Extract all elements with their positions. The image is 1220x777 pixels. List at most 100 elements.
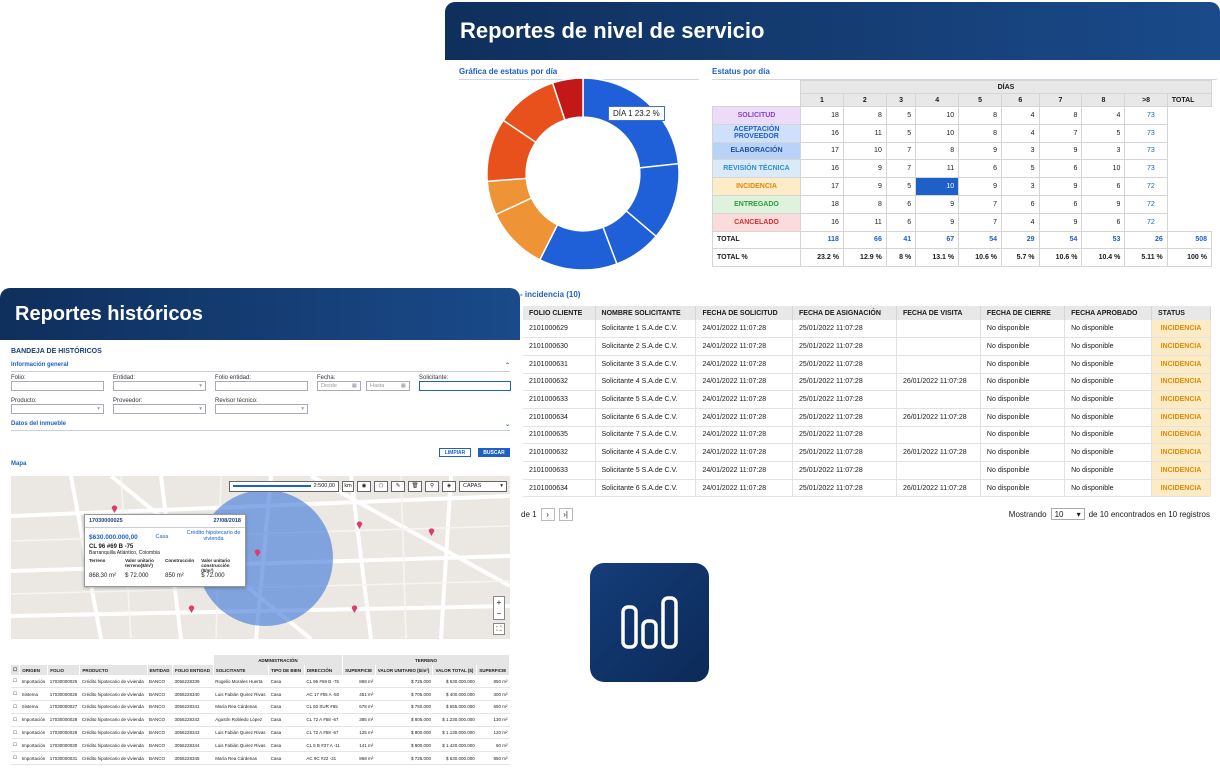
zoom-in-icon[interactable]: + [496, 598, 502, 607]
status-cell[interactable]: 3 [1001, 141, 1040, 161]
status-cell[interactable]: 6 [1081, 177, 1126, 196]
map-view[interactable]: 2:500,00 km ◉ ⬠ ✎ 🗑 ⚲ ◈ CAPAS ▾ 170300000… [11, 476, 510, 639]
row-checkbox[interactable]: ☐ [11, 738, 20, 753]
incidencia-row[interactable]: 2101000632 Solicitante 4 S.A.de C.V. 24/01… [523, 443, 1211, 462]
donut-slice-9[interactable] [551, 77, 584, 122]
hist-row[interactable]: ☐ Importación 17030000025 Crédito hipotecar… [11, 675, 510, 689]
status-cell[interactable]: 10 [915, 123, 960, 143]
pencil-icon[interactable]: ✎ [391, 480, 405, 492]
status-cell[interactable]: 73 [1124, 141, 1168, 161]
status-cell[interactable]: 6 [1038, 159, 1083, 179]
incidencia-row[interactable]: 2101000631 Solicitante 3 S.A.de C.V. 24/01… [523, 355, 1211, 374]
status-cell[interactable]: 6 [885, 212, 917, 232]
page-size-select[interactable]: 10 ▾ [1050, 508, 1085, 520]
row-checkbox[interactable]: ☐ [11, 713, 20, 727]
row-checkbox[interactable]: ☐ [11, 675, 20, 689]
status-cell[interactable]: 4 [1001, 212, 1040, 232]
locate-icon[interactable]: ◈ [442, 480, 456, 492]
status-cell[interactable]: 11 [842, 123, 887, 143]
status-cell[interactable]: 4 [1081, 106, 1126, 125]
map-pin-icon[interactable] [351, 604, 358, 613]
status-cell[interactable]: 8 [1038, 106, 1083, 125]
incidencia-row[interactable]: 2101000635 Solicitante 7 S.A.de C.V. 24/01… [523, 426, 1211, 445]
incidencia-row[interactable]: 2101000633 Solicitante 5 S.A.de C.V. 24/01… [523, 461, 1211, 480]
status-cell[interactable]: 9 [1038, 212, 1083, 232]
status-cell[interactable]: 9 [1038, 177, 1083, 196]
last-page-button[interactable]: ›| [558, 508, 573, 521]
status-cell[interactable]: 72 [1124, 212, 1168, 232]
status-cell[interactable]: 9 [915, 212, 960, 232]
next-page-button[interactable]: › [540, 508, 555, 521]
status-cell[interactable]: 8 [958, 106, 1003, 125]
status-cell[interactable]: 11 [915, 159, 960, 179]
status-cell[interactable]: 8 [842, 106, 887, 125]
map-pin-icon[interactable] [428, 527, 435, 536]
proveedor-select[interactable]: ▾ [113, 404, 206, 414]
status-cell[interactable]: 9 [1038, 141, 1083, 161]
status-cell[interactable]: 18 [800, 194, 844, 214]
revisor-select[interactable]: ▾ [215, 404, 308, 414]
entidad-select[interactable]: ▾ [113, 381, 206, 391]
radius-slider[interactable]: 2:500,00 [229, 480, 339, 492]
status-cell[interactable]: 3 [1001, 177, 1040, 196]
status-cell[interactable]: 10 [1081, 159, 1126, 179]
status-cell[interactable]: 9 [842, 159, 887, 179]
fecha-desde-input[interactable]: Desde ▦ [317, 381, 361, 391]
status-cell[interactable]: 7 [1038, 123, 1083, 143]
incidencia-row[interactable]: 2101000630 Solicitante 2 S.A.de C.V. 24/01… [523, 337, 1211, 356]
map-pin-icon[interactable] [254, 548, 261, 557]
status-cell[interactable]: 6 [1081, 212, 1126, 232]
row-checkbox[interactable]: ☐ [11, 687, 20, 702]
status-cell[interactable]: 6 [958, 159, 1003, 179]
status-cell[interactable]: 5 [1001, 159, 1040, 179]
solicitante-input[interactable] [419, 381, 511, 391]
status-cell[interactable]: 73 [1124, 106, 1168, 125]
incidencia-row[interactable]: 2101000634 Solicitante 6 S.A.de C.V. 24/01… [523, 479, 1211, 498]
incidencia-row[interactable]: 2101000629 Solicitante 1 S.A.de C.V. 24/01… [523, 320, 1211, 339]
status-cell[interactable]: 6 [1038, 194, 1083, 214]
hist-row[interactable]: ☐ Importación 17030000028 Crédito hipotecar… [11, 713, 510, 727]
incidencia-row[interactable]: 2101000633 Solicitante 5 S.A.de C.V. 24/01… [523, 390, 1211, 409]
trash-icon[interactable]: 🗑 [408, 480, 422, 492]
incidencia-row[interactable]: 2101000632 Solicitante 4 S.A.de C.V. 24/01… [523, 373, 1211, 392]
status-cell[interactable]: 7 [885, 141, 917, 161]
status-cell[interactable]: 17 [800, 141, 844, 161]
status-cell[interactable]: 5 [885, 177, 917, 196]
status-cell[interactable]: 8 [958, 123, 1003, 143]
status-cell[interactable]: 6 [885, 194, 917, 214]
hist-row[interactable]: ☐ Importación 17030000031 Crédito hipotecar… [11, 751, 510, 766]
status-cell[interactable]: 7 [958, 194, 1003, 214]
hist-row[interactable]: ☐ Importación 17030000030 Crédito hipotecar… [11, 738, 510, 753]
status-cell[interactable]: 9 [958, 177, 1003, 196]
status-cell[interactable]: 10 [915, 106, 960, 125]
status-cell[interactable]: 6 [1001, 194, 1040, 214]
folio-entidad-input[interactable] [215, 381, 308, 391]
row-checkbox[interactable]: ☐ [11, 700, 20, 714]
pin-icon[interactable]: ⚲ [425, 480, 439, 492]
status-cell[interactable]: 73 [1124, 123, 1168, 143]
map-pin-icon[interactable] [356, 520, 363, 529]
fecha-hasta-input[interactable]: Hasta ▦ [366, 381, 410, 391]
donut-slice-1[interactable] [582, 77, 680, 169]
status-cell[interactable]: 4 [1001, 123, 1040, 143]
general-info-toggle[interactable]: Información general ⌃ [11, 362, 510, 372]
clear-button[interactable]: LIMPIAR [439, 448, 471, 457]
status-cell[interactable]: 16 [800, 159, 844, 179]
search-button[interactable]: BUSCAR [478, 448, 510, 457]
map-pin-icon[interactable] [188, 604, 195, 613]
row-checkbox[interactable]: ☐ [11, 726, 20, 740]
status-cell[interactable]: 8 [915, 141, 960, 161]
status-cell[interactable]: 9 [842, 177, 887, 196]
status-cell[interactable]: 9 [915, 194, 960, 214]
status-cell[interactable]: 9 [1081, 194, 1126, 214]
status-cell[interactable]: 5 [885, 106, 917, 125]
layers-select[interactable]: CAPAS ▾ [459, 480, 507, 492]
fullscreen-icon[interactable]: ⛶ [493, 623, 505, 635]
status-cell[interactable]: 4 [1001, 106, 1040, 125]
status-cell[interactable]: 7 [958, 212, 1003, 232]
status-cell[interactable]: 17 [800, 177, 844, 196]
folio-input[interactable] [11, 381, 104, 391]
status-cell[interactable]: 16 [800, 212, 844, 232]
status-cell[interactable]: 16 [800, 123, 844, 143]
status-cell[interactable]: 7 [885, 159, 917, 179]
